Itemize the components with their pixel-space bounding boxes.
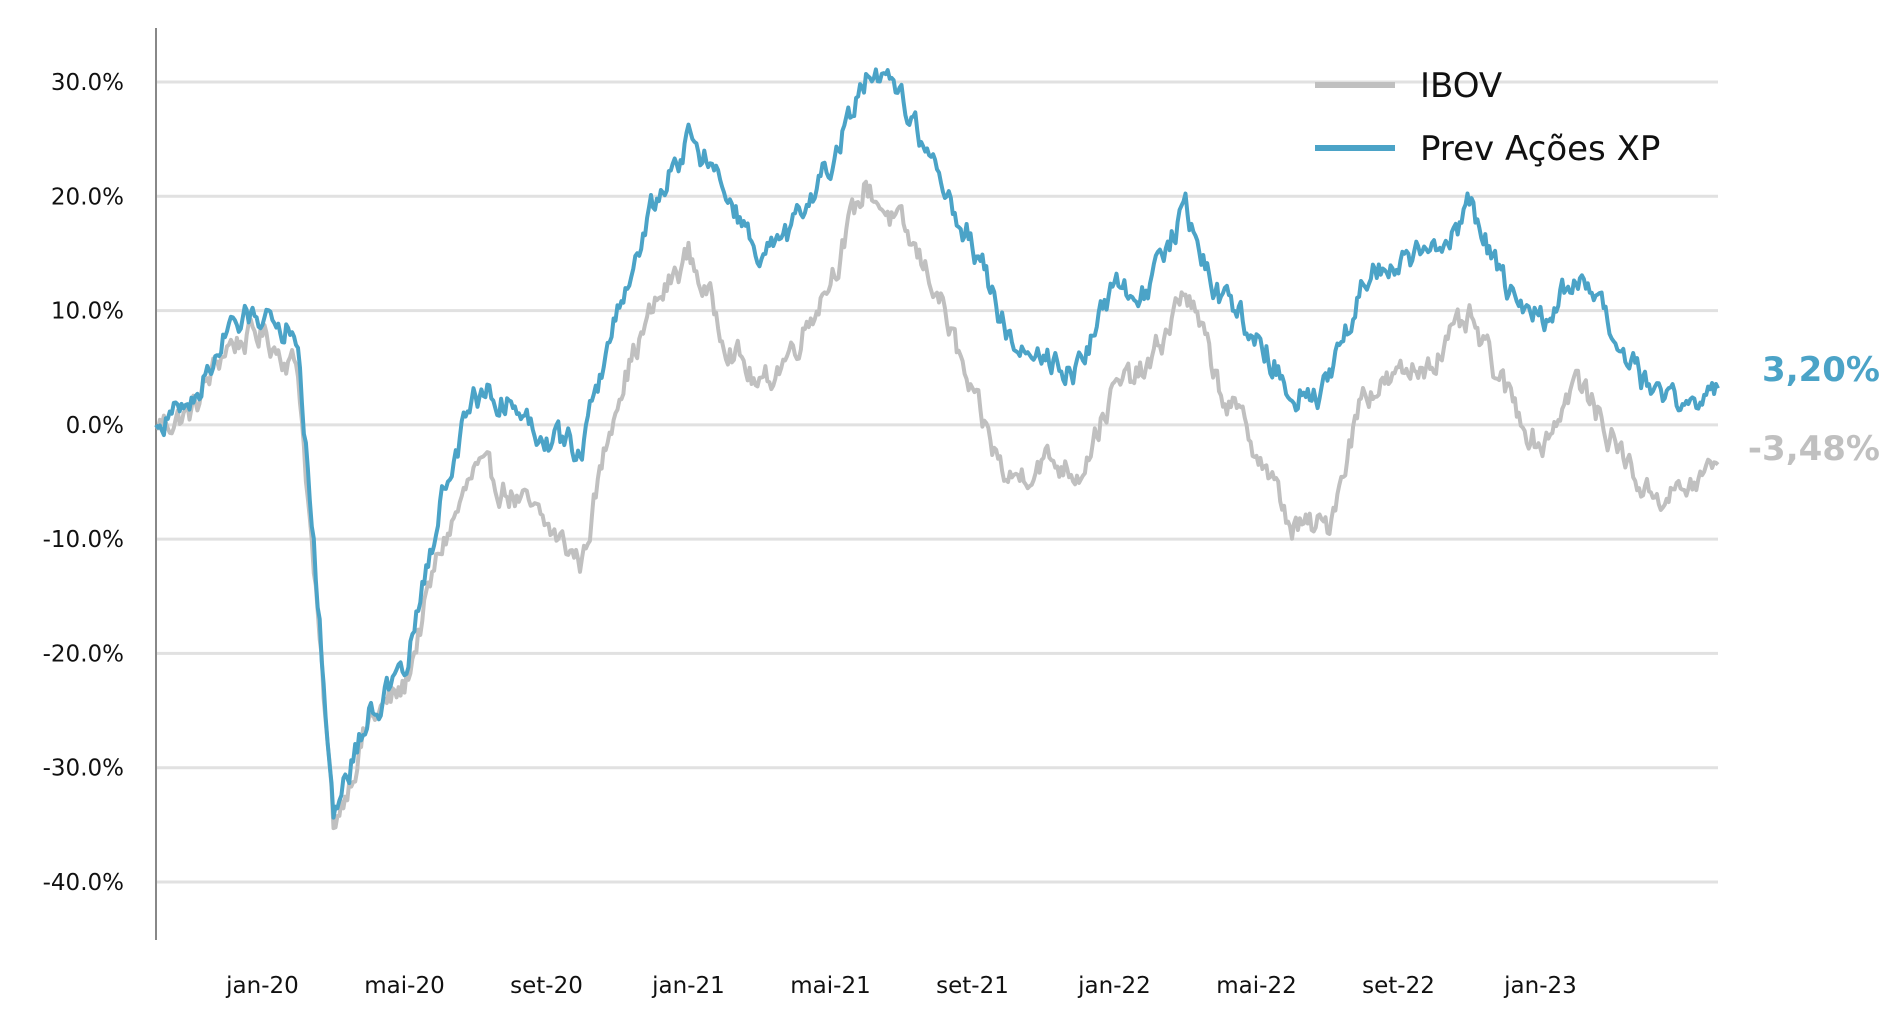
y-tick-label: -10.0%: [43, 527, 124, 553]
end-label-ibov: -3,48%: [1748, 429, 1880, 469]
x-tick-label: jan-22: [1077, 973, 1151, 999]
y-tick-label: 0.0%: [66, 413, 124, 439]
y-tick-label: -40.0%: [43, 870, 124, 896]
x-tick-label: jan-21: [651, 973, 725, 999]
x-tick-label: mai-20: [364, 973, 444, 999]
end-label-prev-acoes-xp: 3,20%: [1762, 350, 1880, 390]
y-tick-label: -30.0%: [43, 756, 124, 782]
x-tick-label: mai-22: [1216, 973, 1296, 999]
x-tick-label: set-22: [1362, 973, 1435, 999]
y-tick-label: 30.0%: [51, 70, 124, 96]
y-axis-tick-labels: 30.0% 20.0% 10.0% 0.0% -10.0% -20.0% -30.0% -40…: [43, 70, 124, 896]
grid-lines: [156, 80, 1718, 884]
x-tick-label: jan-20: [225, 973, 299, 999]
x-axis-tick-labels: jan-20 mai-20 set-20 jan-21 mai-21 set-21 jan-…: [225, 973, 1577, 999]
series-line-prev-acoes-xp: [154, 67, 1720, 820]
series-line-ibov: [154, 179, 1720, 831]
x-tick-label: mai-21: [790, 973, 870, 999]
x-tick-label: set-21: [936, 973, 1009, 999]
legend: IBOV Prev Ações XP: [1315, 66, 1660, 169]
y-tick-label: -20.0%: [43, 641, 124, 667]
y-tick-label: 10.0%: [51, 299, 124, 325]
x-tick-label: jan-23: [1503, 973, 1577, 999]
series-lines: [154, 67, 1720, 831]
end-value-labels: -3,48% 3,20%: [1748, 350, 1880, 469]
y-tick-label: 20.0%: [51, 184, 124, 210]
legend-label-prev-acoes-xp: Prev Ações XP: [1420, 129, 1660, 169]
legend-label-ibov: IBOV: [1420, 66, 1502, 106]
x-tick-label: set-20: [510, 973, 583, 999]
